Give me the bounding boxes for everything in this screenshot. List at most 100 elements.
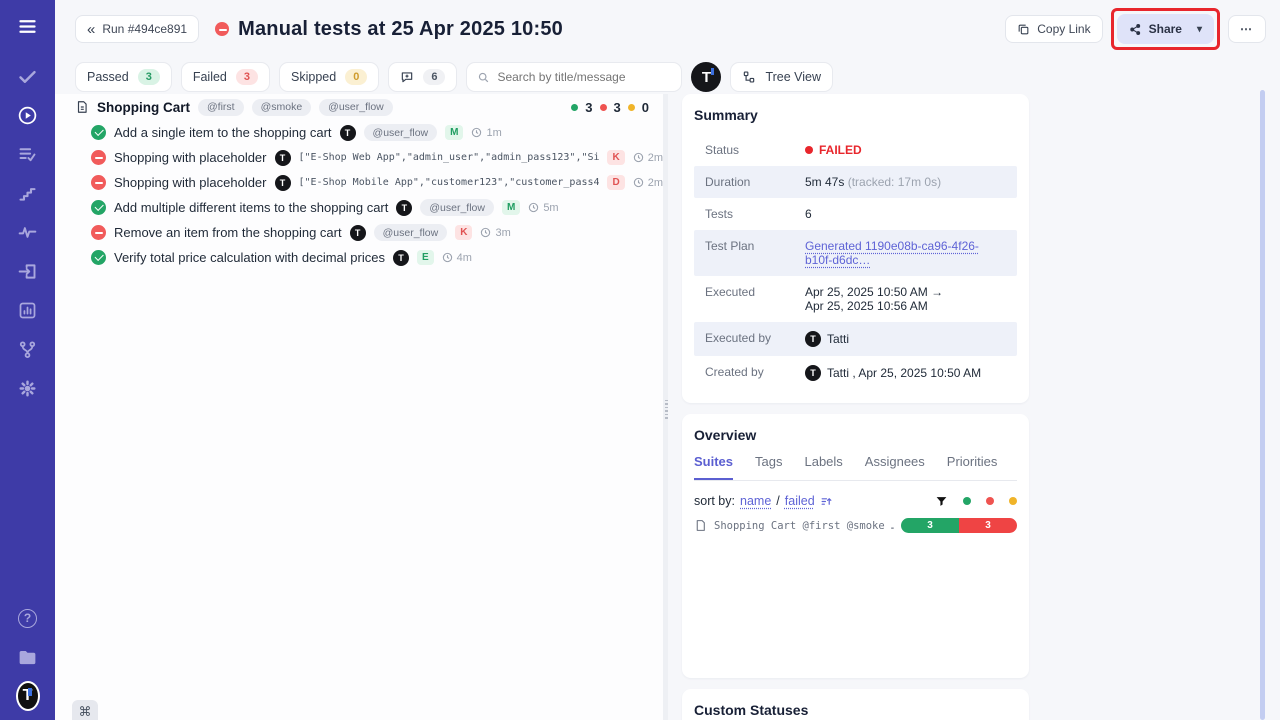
- failed-dot: [805, 146, 813, 154]
- overview-title: Overview: [694, 427, 757, 443]
- filter-skipped[interactable]: Skipped 0: [279, 62, 380, 92]
- test-runs-icon[interactable]: [16, 103, 40, 127]
- summary-row-tests: Tests 6: [705, 207, 812, 221]
- tree-view-button[interactable]: Tree View: [730, 62, 834, 92]
- sort-ascending-icon[interactable]: [820, 495, 833, 508]
- sort-by-failed-link[interactable]: failed: [784, 494, 815, 508]
- copy-link-button[interactable]: Copy Link: [1005, 15, 1103, 43]
- test-tag[interactable]: @user_flow: [363, 124, 438, 141]
- suite-name[interactable]: Shopping Cart: [97, 99, 190, 115]
- assignee-avatar: T: [274, 149, 291, 166]
- tab-labels[interactable]: Labels: [804, 454, 843, 469]
- overview-sort-row: sort by: name / failed: [694, 494, 1017, 508]
- tab-tags[interactable]: Tags: [755, 454, 783, 469]
- projects-folder-icon[interactable]: [16, 645, 40, 669]
- suite-tag[interactable]: @first: [198, 98, 244, 116]
- skipped-legend-dot[interactable]: [1009, 497, 1017, 505]
- filter-passed[interactable]: Passed 3: [75, 62, 172, 92]
- test-row[interactable]: Shopping with placeholder T ["E-Shop Mob…: [55, 170, 663, 195]
- branch-icon[interactable]: [16, 337, 40, 361]
- test-row[interactable]: Add multiple different items to the shop…: [55, 195, 663, 220]
- jira-key-badge[interactable]: M: [445, 125, 464, 140]
- suite-file-icon: [75, 100, 89, 114]
- tab-suites[interactable]: Suites: [694, 454, 734, 480]
- settings-gear-icon[interactable]: [16, 376, 40, 400]
- more-actions-button[interactable]: ⋯: [1228, 15, 1266, 43]
- assignee-avatar: T: [392, 249, 409, 266]
- clock-icon: [633, 177, 643, 188]
- help-icon[interactable]: ?: [16, 606, 40, 630]
- jira-key-badge[interactable]: E: [416, 250, 434, 265]
- tab-priorities[interactable]: Priorities: [946, 454, 998, 469]
- logo-accent: [27, 688, 32, 696]
- filter-failed[interactable]: Failed 3: [180, 62, 270, 92]
- vertical-scrollbar[interactable]: [1260, 90, 1265, 720]
- jira-key-badge[interactable]: K: [607, 150, 625, 165]
- overview-suite-row[interactable]: Shopping Cart @first @smoke … 3 3: [694, 518, 1017, 533]
- suite-file-icon: [694, 519, 707, 532]
- header-actions: Copy Link Share ▾ ⋯: [1005, 8, 1266, 50]
- annotation-highlight: Share ▾: [1110, 8, 1220, 50]
- passed-dot: [571, 103, 579, 111]
- import-icon[interactable]: [16, 259, 40, 283]
- pulse-icon[interactable]: [16, 220, 40, 244]
- summary-row-executed: Executed Apr 25, 2025 10:50 AM → Apr 25, …: [705, 285, 944, 313]
- jira-key-badge[interactable]: M: [501, 200, 521, 215]
- back-to-run-button[interactable]: « Run #494ce891: [75, 15, 200, 43]
- steps-icon[interactable]: [16, 181, 40, 205]
- summary-title: Summary: [694, 107, 758, 123]
- assignee-avatar: T: [274, 174, 291, 191]
- failed-legend-dot[interactable]: [986, 497, 994, 505]
- user-avatar: T: [805, 331, 821, 347]
- filter-comments[interactable]: 6: [388, 62, 458, 92]
- test-list-pane: Shopping Cart @first @smoke @user_flow 3…: [55, 94, 663, 720]
- suite-tag[interactable]: @smoke: [251, 98, 312, 116]
- pane-resize-grip[interactable]: [663, 392, 669, 426]
- comments-count-badge: 6: [423, 69, 446, 85]
- test-plan-link[interactable]: Generated 1190e08b-ca96-4f26-b10f-d6dc…: [805, 239, 979, 267]
- summary-row-executed-by: Executed by T Tatti: [694, 322, 1017, 356]
- suite-tag[interactable]: @user_flow: [319, 98, 393, 116]
- passed-legend-dot[interactable]: [963, 497, 971, 505]
- jira-key-badge[interactable]: D: [607, 175, 625, 190]
- clock-icon: [472, 127, 482, 138]
- user-avatar: T: [805, 365, 821, 381]
- sort-by-name-link[interactable]: name: [740, 494, 772, 508]
- tab-assignees[interactable]: Assignees: [864, 454, 925, 469]
- list-check-icon[interactable]: [16, 142, 40, 166]
- summary-row-status: Status FAILED: [705, 143, 862, 157]
- chevron-down-icon[interactable]: ▾: [1196, 23, 1202, 35]
- page-title: Manual tests at 25 Apr 2025 10:50: [238, 17, 563, 40]
- test-row[interactable]: Shopping with placeholder T ["E-Shop Web…: [55, 145, 663, 170]
- workspace-logo-avatar[interactable]: T: [15, 681, 40, 711]
- menu-icon[interactable]: [16, 14, 40, 38]
- test-data-snippet: ["E-Shop Web App","admin_user","admin_pa…: [298, 152, 600, 163]
- test-duration: 1m: [471, 127, 502, 139]
- summary-row-duration: Duration 5m 47s (tracked: 17m 0s): [694, 166, 1017, 198]
- test-row[interactable]: Add a single item to the shopping cart T…: [55, 120, 663, 145]
- suite-header[interactable]: Shopping Cart @first @smoke @user_flow 3…: [55, 94, 663, 120]
- test-row[interactable]: Remove an item from the shopping cart T …: [55, 220, 663, 245]
- search-input[interactable]: [497, 70, 672, 84]
- test-row[interactable]: Verify total price calculation with deci…: [55, 245, 663, 270]
- run-id-label: Run #494ce891: [102, 22, 188, 36]
- passed-status-icon: [91, 200, 106, 215]
- jira-key-badge[interactable]: K: [455, 225, 473, 240]
- page-header: « Run #494ce891 Manual tests at 25 Apr 2…: [55, 0, 1280, 58]
- failed-status-icon: [91, 175, 106, 190]
- test-tag[interactable]: @user_flow: [373, 224, 448, 241]
- skipped-count-badge: 0: [345, 69, 368, 85]
- check-icon[interactable]: [16, 64, 40, 88]
- suite-counts: 3 3 0: [571, 100, 649, 115]
- assignee-avatar-filter[interactable]: T: [691, 62, 722, 92]
- filter-funnel-icon[interactable]: [935, 495, 948, 508]
- summary-row-created-by: Created by T Tatti , Apr 25, 2025 10:50 …: [705, 365, 982, 381]
- clock-icon: [633, 152, 643, 163]
- run-title-group: Manual tests at 25 Apr 2025 10:50: [215, 18, 563, 41]
- share-button[interactable]: Share ▾: [1116, 14, 1214, 44]
- bar-chart-icon[interactable]: [16, 298, 40, 322]
- test-duration: 4m: [442, 252, 472, 264]
- keyboard-shortcuts-button[interactable]: ⌘: [72, 700, 98, 720]
- failed-status-icon: [215, 22, 230, 36]
- test-tag[interactable]: @user_flow: [420, 199, 494, 216]
